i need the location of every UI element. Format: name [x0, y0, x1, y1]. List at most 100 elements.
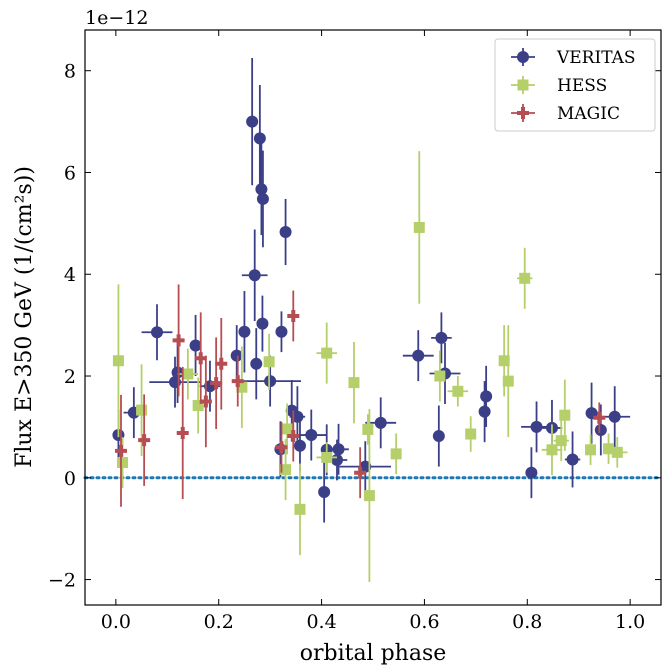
- point-marker: [363, 490, 375, 502]
- point-marker: [182, 368, 194, 380]
- data-point: [287, 410, 300, 462]
- data-point: [176, 366, 189, 500]
- point-marker: [136, 404, 148, 416]
- point-marker: [280, 464, 292, 476]
- point-marker: [248, 269, 261, 282]
- y-tick-label: 6: [64, 162, 76, 184]
- data-point: [141, 304, 173, 361]
- legend-label: VERITAS: [556, 48, 636, 68]
- data-point: [564, 431, 581, 488]
- x-tick-label: 0.8: [512, 611, 542, 633]
- y-tick-label: 0: [64, 468, 76, 490]
- data-point: [275, 311, 288, 353]
- data-point: [215, 318, 228, 410]
- data-point: [318, 461, 331, 523]
- legend-entry-veritas: VERITAS: [511, 48, 636, 68]
- data-point: [521, 401, 552, 453]
- y-offset-label: 1e−12: [85, 7, 148, 29]
- point-marker: [294, 503, 306, 515]
- x-tick-label: 1.0: [615, 611, 645, 633]
- legend-entry-magic: MAGIC: [511, 104, 620, 124]
- plot-frame: [84, 29, 662, 606]
- point-marker: [321, 451, 333, 463]
- point-marker: [117, 457, 129, 469]
- point-marker: [287, 309, 300, 322]
- point-marker: [412, 349, 425, 362]
- point-marker: [112, 355, 124, 367]
- data-point: [541, 424, 563, 476]
- point-marker: [525, 466, 538, 479]
- y-axis-label: Flux E>350 GeV (1/(cm²s)): [12, 166, 37, 468]
- data-point: [253, 84, 266, 192]
- data-point: [316, 442, 337, 473]
- point-marker: [192, 400, 204, 412]
- point-marker: [246, 115, 259, 128]
- point-marker: [546, 444, 558, 456]
- data-point: [390, 433, 402, 475]
- point-marker: [264, 375, 277, 388]
- legend-marker: [517, 51, 529, 63]
- point-marker: [585, 444, 597, 456]
- data-point: [294, 463, 306, 556]
- data-point: [279, 198, 292, 266]
- y-tick-label: 8: [64, 61, 76, 83]
- y-tick-label: −2: [48, 570, 76, 592]
- point-marker: [413, 221, 425, 233]
- point-marker: [362, 423, 374, 435]
- data-point: [517, 247, 533, 309]
- data-point: [231, 355, 244, 407]
- series-hess: [112, 151, 628, 583]
- data-point: [465, 416, 477, 452]
- tick-layer: 0.0 0.2 0.4 0.6 0.8 1.0 −2 0 2 4 6 8: [48, 30, 661, 633]
- point-marker: [279, 226, 292, 239]
- point-marker: [348, 377, 360, 389]
- x-axis-label: orbital phase: [300, 641, 447, 666]
- point-marker: [555, 435, 567, 447]
- point-marker: [465, 428, 477, 440]
- point-marker: [502, 375, 514, 387]
- point-marker: [115, 444, 127, 457]
- data-point: [502, 325, 514, 438]
- point-marker: [199, 395, 212, 408]
- point-marker: [236, 381, 248, 393]
- legend-label: MAGIC: [557, 104, 620, 124]
- point-marker: [171, 366, 184, 379]
- point-marker: [253, 132, 266, 145]
- data-point: [339, 441, 391, 493]
- data-point: [559, 379, 571, 451]
- point-marker: [172, 334, 185, 347]
- data-point: [607, 437, 628, 468]
- data-point: [431, 312, 452, 364]
- point-marker: [230, 349, 243, 362]
- data-point: [280, 439, 292, 501]
- data-point: [246, 57, 259, 186]
- data-point: [413, 151, 425, 304]
- point-marker: [293, 439, 306, 452]
- point-marker: [390, 448, 402, 460]
- data-point: [210, 337, 223, 429]
- point-marker: [566, 453, 579, 466]
- point-marker: [275, 441, 288, 454]
- data-point: [293, 420, 306, 472]
- point-marker: [189, 339, 202, 352]
- point-marker: [331, 453, 343, 466]
- legend-marker: [517, 79, 529, 91]
- data-point: [138, 394, 151, 486]
- point-marker: [354, 466, 367, 479]
- point-marker: [603, 443, 615, 455]
- legend-frame: [494, 38, 656, 132]
- point-marker: [332, 443, 345, 456]
- point-marker: [194, 352, 207, 365]
- data-point: [348, 341, 360, 424]
- data-point: [328, 423, 349, 475]
- point-marker: [519, 272, 531, 284]
- data-point: [171, 341, 184, 403]
- data-point: [402, 330, 434, 382]
- data-point: [525, 447, 538, 499]
- data-point: [365, 397, 397, 449]
- data-point: [256, 295, 269, 352]
- point-marker: [250, 357, 263, 370]
- point-marker: [432, 430, 445, 443]
- data-point: [295, 409, 327, 461]
- point-marker: [255, 183, 268, 196]
